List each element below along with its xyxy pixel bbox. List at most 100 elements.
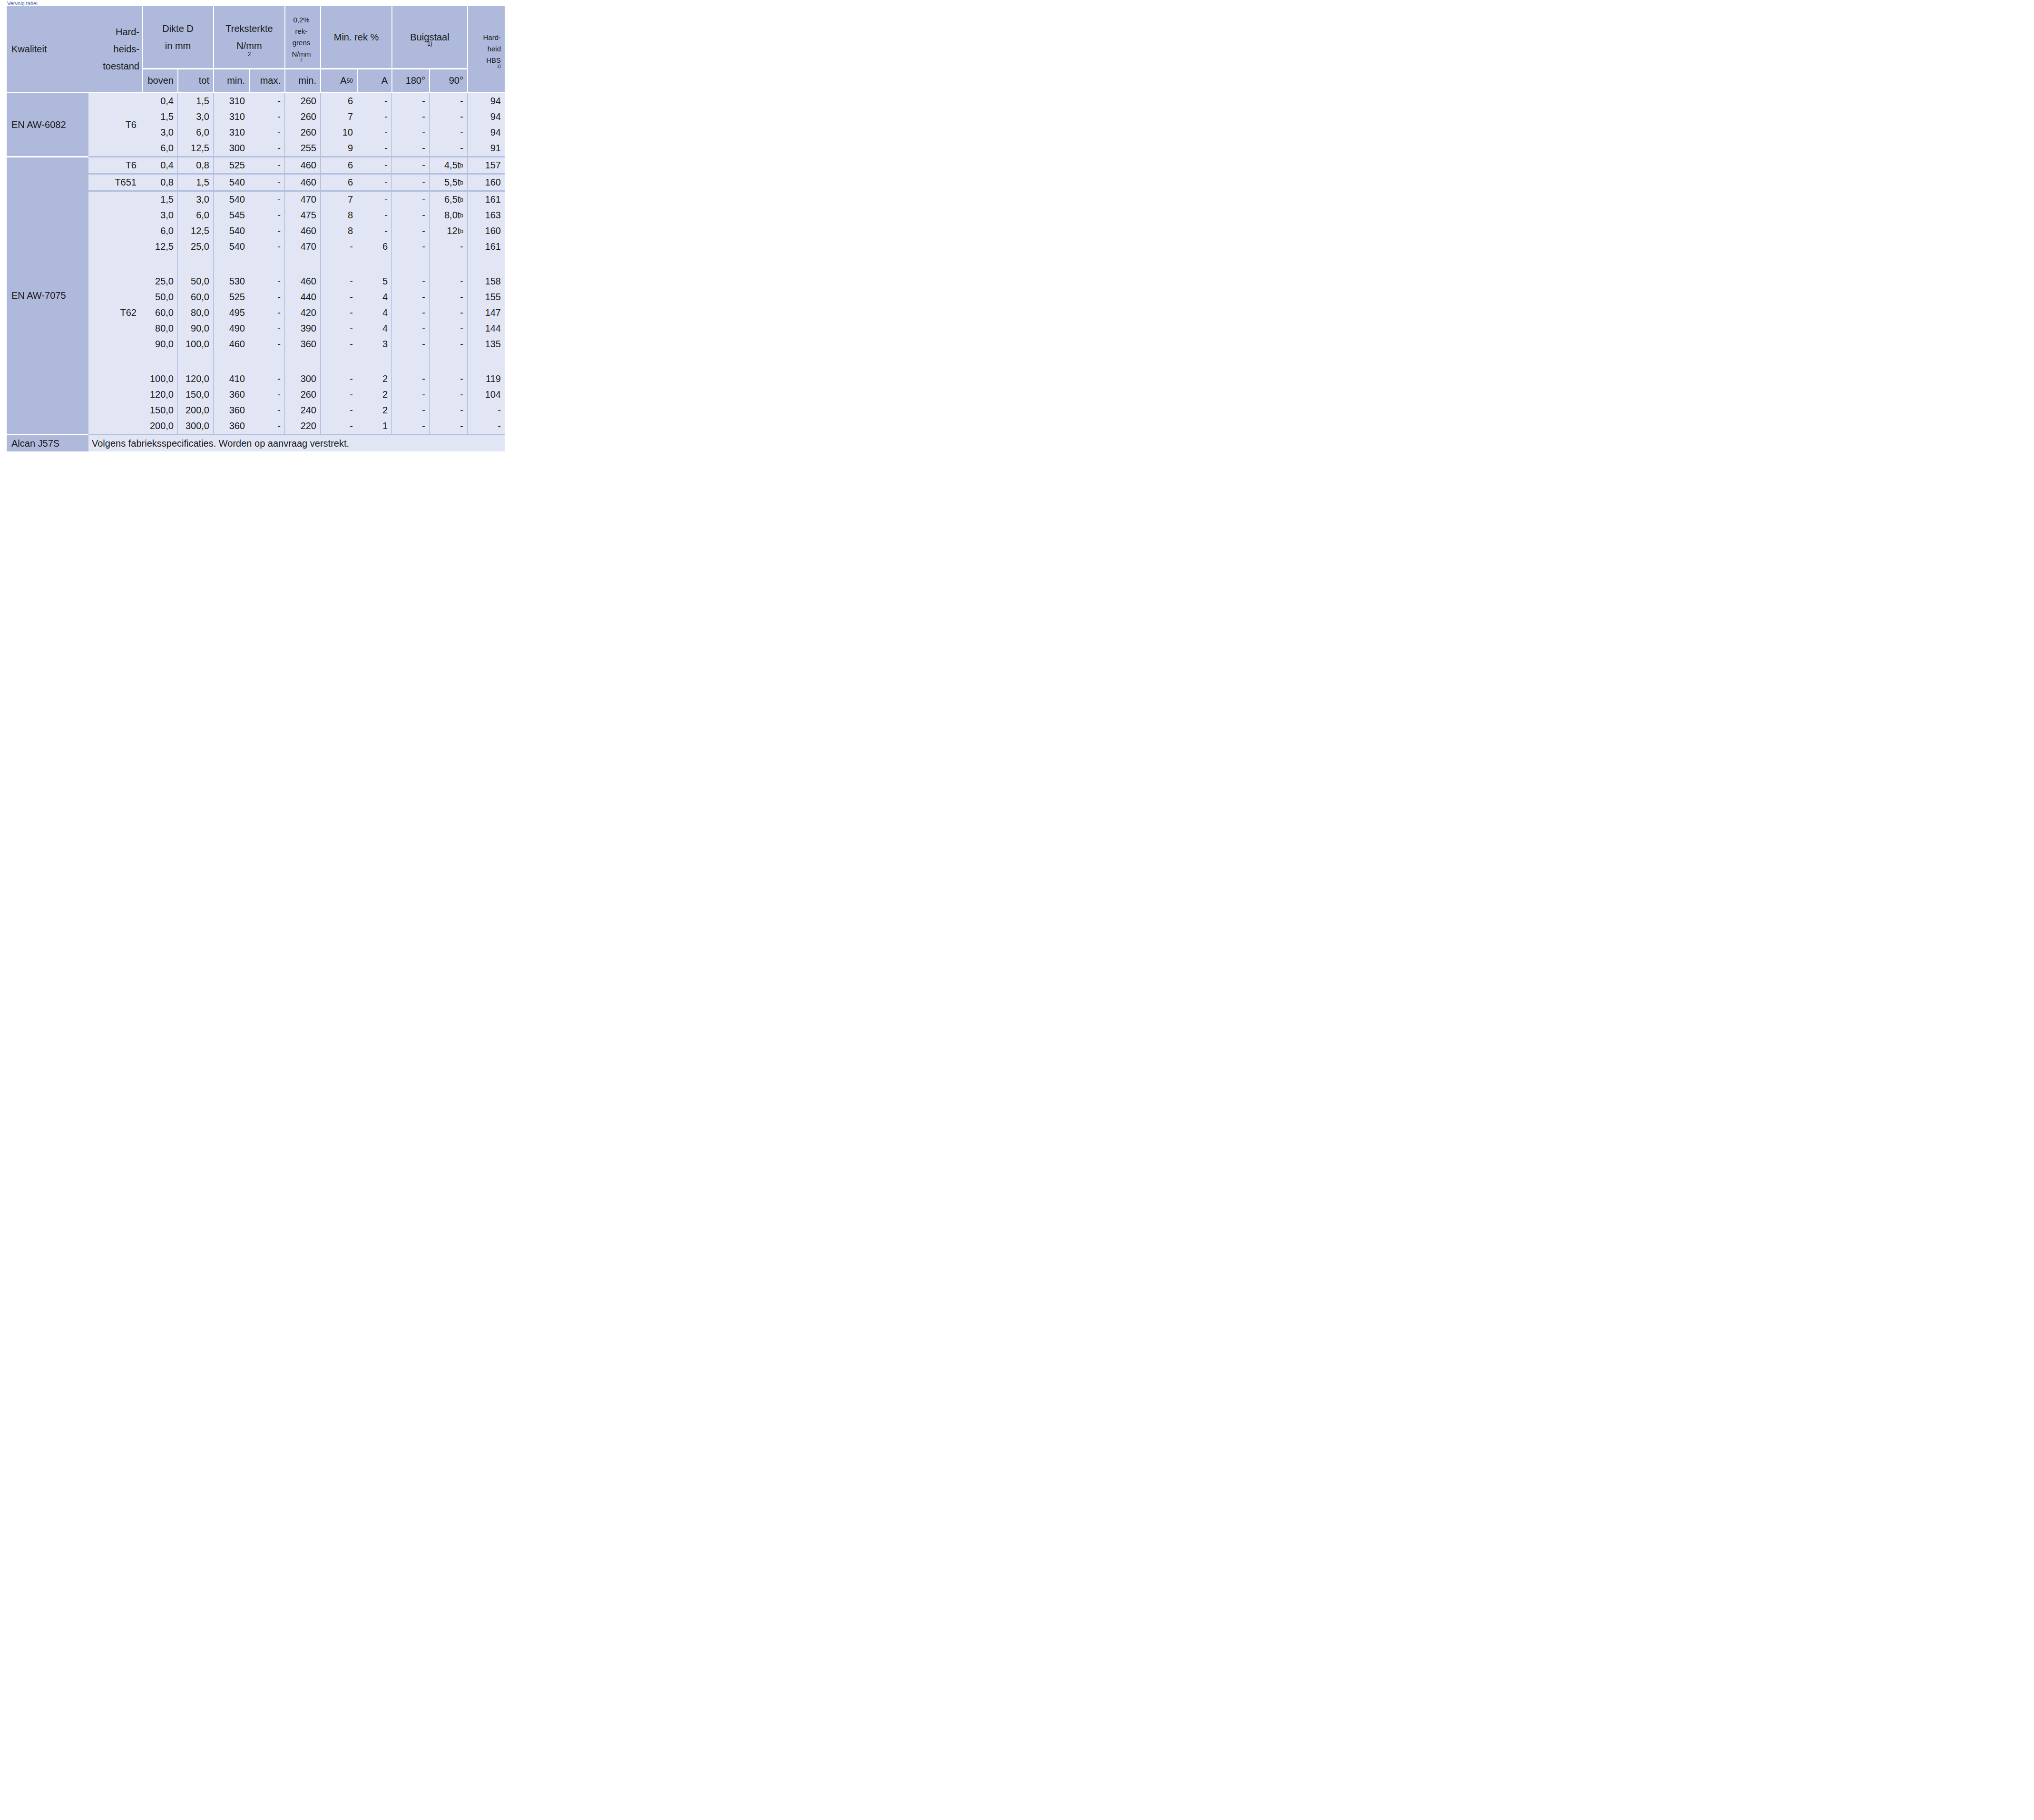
- data-cell: -: [320, 305, 357, 321]
- data-cell: 90,0: [142, 336, 177, 352]
- data-cell: -: [357, 207, 391, 223]
- data-bands: T60,41,5310-2606---941,53,0310-2607---94…: [88, 93, 505, 451]
- data-cell: -: [249, 305, 284, 321]
- data-cell: 310: [213, 125, 249, 140]
- block-6082-t6: T60,41,5310-2606---941,53,0310-2607---94…: [88, 93, 505, 156]
- data-cell: -: [429, 336, 467, 352]
- data-cell: -: [320, 336, 357, 352]
- data-cell: 161: [467, 239, 505, 254]
- spacer-cell: [320, 352, 357, 371]
- group-label-6082: EN AW-6082: [7, 93, 88, 156]
- data-cell: 9: [320, 140, 357, 156]
- data-cell: 119: [467, 371, 505, 387]
- data-cell: -: [357, 140, 391, 156]
- data-cell: -: [249, 418, 284, 434]
- data-cell: 310: [213, 109, 249, 125]
- data-cell: -: [249, 289, 284, 305]
- data-cell: -: [320, 274, 357, 289]
- data-cell: -: [320, 289, 357, 305]
- spec-table: Kwaliteit Hard-heids-toestand Dikte Din …: [7, 6, 505, 451]
- data-cell: 540: [213, 239, 249, 254]
- data-cell: 525: [213, 289, 249, 305]
- data-cell: 157: [467, 157, 505, 173]
- data-cell: 260: [284, 109, 320, 125]
- spacer-cell: [249, 352, 284, 371]
- data-cell: 360: [213, 387, 249, 402]
- data-cell: -: [357, 223, 391, 239]
- spacer-cell: [177, 352, 213, 371]
- data-cell: 25,0: [142, 274, 177, 289]
- data-cell: 470: [284, 239, 320, 254]
- data-cell: -: [249, 321, 284, 336]
- data-cell: 0,8: [177, 157, 213, 173]
- data-cell: 310: [213, 93, 249, 109]
- data-cell: -: [429, 109, 467, 125]
- data-cell: 495: [213, 305, 249, 321]
- data-cell: 240: [284, 402, 320, 418]
- data-cell: -: [429, 402, 467, 418]
- data-cell: -: [429, 418, 467, 434]
- data-cell: 4: [357, 321, 391, 336]
- footer-label: Alcan J57S: [7, 435, 88, 451]
- data-cell: 200,0: [142, 418, 177, 434]
- header-hardheid-hbs: Hard-heidHBS1): [467, 6, 505, 92]
- data-cell: 6: [357, 239, 391, 254]
- data-cell: -: [357, 125, 391, 140]
- data-cell: -: [391, 175, 429, 190]
- data-cell: 420: [284, 305, 320, 321]
- data-cell: -: [249, 336, 284, 352]
- data-cell: 12,5: [142, 239, 177, 254]
- data-cell: 104: [467, 387, 505, 402]
- data-cell: -: [391, 192, 429, 207]
- data-cell: 94: [467, 93, 505, 109]
- data-cell: 0,8: [142, 175, 177, 190]
- subheader-cell: tot: [177, 68, 213, 92]
- data-cell: -: [429, 321, 467, 336]
- data-cell: 4: [357, 305, 391, 321]
- data-cell: 3,0: [142, 207, 177, 223]
- data-cell: -: [391, 321, 429, 336]
- data-cell: 2: [357, 371, 391, 387]
- data-cell: 7: [320, 109, 357, 125]
- data-cell: 3,0: [142, 125, 177, 140]
- data-cell: 120,0: [142, 387, 177, 402]
- data-cell: -: [249, 387, 284, 402]
- spacer-cell: [249, 254, 284, 274]
- data-cell: -: [391, 109, 429, 125]
- spacer-cell: [391, 254, 429, 274]
- data-cell: 6: [320, 93, 357, 109]
- data-cell: 155: [467, 289, 505, 305]
- toestand-cell: T6: [88, 157, 142, 173]
- data-cell: -: [249, 223, 284, 239]
- data-cell: -: [357, 109, 391, 125]
- data-cell: -: [391, 418, 429, 434]
- data-cell: -: [429, 239, 467, 254]
- data-cell: 144: [467, 321, 505, 336]
- spacer-cell: [320, 254, 357, 274]
- data-cell: 300: [284, 371, 320, 387]
- data-cell: -: [249, 207, 284, 223]
- data-cell: -: [391, 387, 429, 402]
- data-cell: 540: [213, 223, 249, 239]
- data-cell: -: [391, 289, 429, 305]
- data-cell: -: [249, 274, 284, 289]
- data-cell: 460: [284, 223, 320, 239]
- toestand-cell: T651: [88, 175, 142, 190]
- data-cell: 200,0: [177, 402, 213, 418]
- data-cell: -: [249, 140, 284, 156]
- data-cell: -: [249, 125, 284, 140]
- data-cell: 90,0: [177, 321, 213, 336]
- header-buigstaal: Buigstaal1): [391, 6, 467, 68]
- data-cell: -: [391, 207, 429, 223]
- header-treksterkte: TreksterkteN/mm2: [213, 6, 284, 68]
- data-cell: -: [467, 402, 505, 418]
- data-cell: 260: [284, 93, 320, 109]
- data-cell: 6,0: [142, 223, 177, 239]
- data-cell: 545: [213, 207, 249, 223]
- subheader-cell: max.: [249, 68, 284, 92]
- data-cell: -: [429, 371, 467, 387]
- data-cell: -: [391, 93, 429, 109]
- data-cell: -: [249, 402, 284, 418]
- footer-note: Volgens fabrieksspecificaties. Worden op…: [88, 435, 505, 451]
- data-cell: 460: [284, 274, 320, 289]
